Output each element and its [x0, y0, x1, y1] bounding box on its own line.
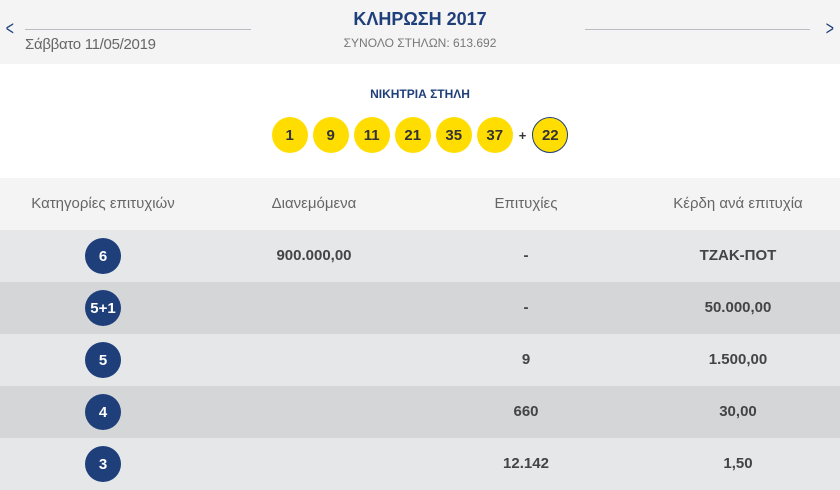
winners-cell: -	[523, 247, 529, 264]
table-header: Κατηγορίες επιτυχιών Διανεμόμενα Επιτυχί…	[0, 178, 840, 230]
prize-cell: 50.000,00	[704, 299, 772, 316]
chevron-right-icon[interactable]: >	[826, 18, 835, 40]
prize-cell: 1,50	[723, 455, 753, 472]
category-badge: 3	[85, 446, 121, 482]
winners-cell: 12.142	[503, 455, 549, 472]
header-category: Κατηγορίες επιτυχιών	[31, 195, 175, 212]
table-row: 4 660 30,00	[0, 386, 840, 438]
draw-header: < > Σάββατο 11/05/2019 ΚΛΗΡΩΣΗ 2017 ΣΥΝΟ…	[0, 0, 840, 64]
number-ball: 11	[353, 117, 390, 153]
prize-cell: 30,00	[719, 403, 757, 420]
distributed-cell: 900.000,00	[276, 247, 352, 264]
header-prize: Κέρδη ανά επιτυχία	[673, 195, 803, 212]
number-ball: 9	[312, 117, 349, 153]
number-ball: 1	[271, 117, 308, 153]
number-ball: 35	[435, 117, 472, 153]
table-row: 3 12.142 1,50	[0, 438, 840, 490]
winners-cell: 9	[521, 351, 531, 368]
category-badge: 5+1	[85, 290, 121, 326]
divider	[25, 29, 251, 30]
prize-cell: 1.500,00	[708, 351, 768, 368]
winning-label: ΝΙΚΗΤΡΙΑ ΣΤΗΛΗ	[370, 87, 470, 101]
winning-numbers: 1 9 11 21 35 37 + 22	[0, 117, 840, 153]
category-badge: 4	[85, 394, 121, 430]
table-row: 5+1 - 50.000,00	[0, 282, 840, 334]
bonus-ball: 22	[532, 117, 569, 153]
winners-cell: 660	[513, 403, 539, 420]
draw-date: Σάββατο 11/05/2019	[25, 36, 156, 53]
table-row: 6 900.000,00 - ΤΖΑΚ-ΠΟΤ	[0, 230, 840, 282]
total-columns: ΣΥΝΟΛΟ ΣΤΗΛΩΝ: 613.692	[343, 36, 497, 50]
plus-sign: +	[518, 127, 527, 143]
winners-cell: -	[523, 299, 529, 316]
category-badge: 5	[85, 342, 121, 378]
prize-cell: ΤΖΑΚ-ΠΟΤ	[699, 247, 777, 264]
category-badge: 6	[85, 238, 121, 274]
header-winners: Επιτυχίες	[494, 195, 558, 212]
divider	[585, 29, 810, 30]
table-row: 5 9 1.500,00	[0, 334, 840, 386]
header-distributed: Διανεμόμενα	[271, 195, 357, 212]
page-title: ΚΛΗΡΩΣΗ 2017	[353, 9, 487, 29]
chevron-left-icon[interactable]: <	[5, 18, 14, 40]
number-ball: 37	[476, 117, 513, 153]
number-ball: 21	[394, 117, 431, 153]
